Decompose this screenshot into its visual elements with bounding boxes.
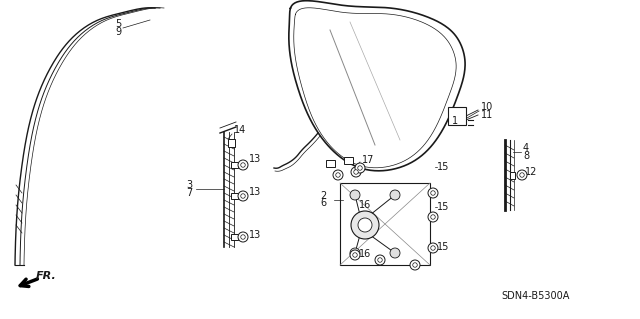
Circle shape: [241, 194, 245, 198]
Text: 6: 6: [320, 198, 326, 208]
Text: 4: 4: [523, 143, 529, 153]
Text: SDN4-B5300A: SDN4-B5300A: [502, 291, 570, 301]
Circle shape: [350, 190, 360, 200]
Bar: [230, 234, 237, 240]
Circle shape: [336, 173, 340, 177]
Text: 5: 5: [115, 19, 121, 29]
Circle shape: [333, 170, 343, 180]
Text: 15: 15: [437, 242, 449, 252]
Text: 8: 8: [523, 151, 529, 161]
Circle shape: [353, 253, 357, 257]
Circle shape: [241, 235, 245, 239]
Circle shape: [350, 250, 360, 260]
Circle shape: [358, 166, 362, 170]
Text: 13: 13: [249, 230, 261, 240]
Circle shape: [375, 255, 385, 265]
Circle shape: [350, 248, 360, 258]
Circle shape: [428, 188, 438, 198]
Circle shape: [431, 191, 435, 195]
Circle shape: [431, 246, 435, 250]
Circle shape: [378, 258, 382, 262]
Bar: [227, 139, 234, 147]
Text: 15: 15: [437, 202, 449, 212]
Text: 1: 1: [452, 116, 458, 126]
Text: 2: 2: [320, 191, 326, 201]
Circle shape: [238, 191, 248, 201]
Circle shape: [390, 190, 400, 200]
Text: 14: 14: [234, 125, 246, 135]
Circle shape: [358, 218, 372, 232]
Circle shape: [390, 248, 400, 258]
Circle shape: [351, 167, 361, 177]
Text: 7: 7: [186, 188, 192, 198]
Circle shape: [517, 170, 527, 180]
Text: 9: 9: [115, 27, 121, 37]
Text: 15: 15: [437, 162, 449, 172]
Circle shape: [428, 243, 438, 253]
Circle shape: [355, 163, 365, 173]
Text: FR.: FR.: [36, 271, 57, 281]
Bar: [509, 172, 515, 179]
Text: 16: 16: [359, 200, 371, 210]
Text: 12: 12: [525, 167, 538, 177]
Bar: [326, 160, 335, 167]
Circle shape: [410, 260, 420, 270]
Circle shape: [413, 263, 417, 267]
Circle shape: [238, 232, 248, 242]
Bar: [230, 162, 237, 168]
Text: 16: 16: [359, 249, 371, 259]
Bar: [344, 157, 353, 164]
Circle shape: [351, 211, 379, 239]
Circle shape: [431, 215, 435, 219]
Text: 17: 17: [362, 155, 374, 165]
Text: 10: 10: [481, 102, 493, 112]
Text: 13: 13: [249, 187, 261, 197]
Circle shape: [238, 160, 248, 170]
Circle shape: [241, 163, 245, 167]
Text: 13: 13: [249, 154, 261, 164]
Text: 3: 3: [186, 180, 192, 190]
Circle shape: [354, 170, 358, 174]
Bar: [340, 183, 430, 265]
Circle shape: [520, 173, 524, 177]
Bar: [448, 107, 466, 125]
Bar: [230, 193, 237, 199]
Text: 11: 11: [481, 110, 493, 120]
Circle shape: [428, 212, 438, 222]
